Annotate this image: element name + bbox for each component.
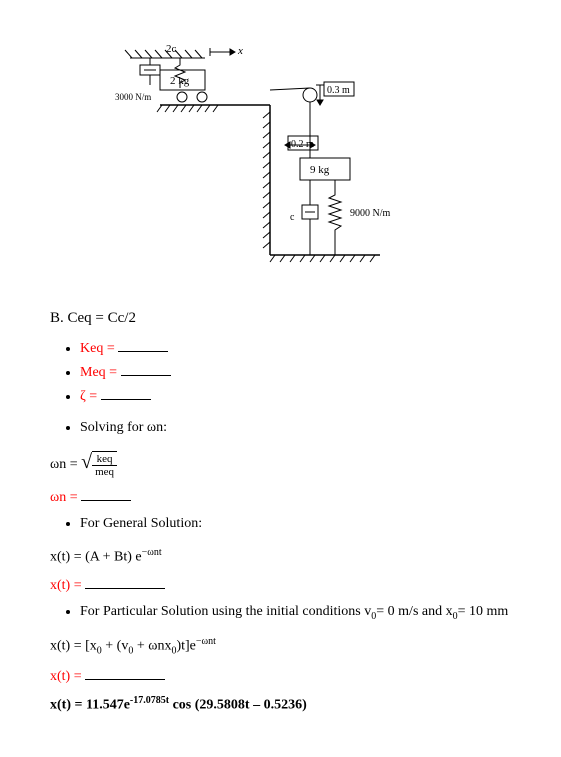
spring1-label: 3000 N/m: [115, 92, 151, 102]
xt-blank2: x(t) =: [50, 667, 511, 685]
particular-formula: x(t) = [x0 + (v0 + ωnx0)t]e−ωnt: [50, 636, 511, 656]
dim2-label: 0.2 m: [291, 139, 314, 150]
general-formula: x(t) = (A + Bt) e−ωnt: [50, 547, 511, 566]
wn-blank-line: ωn =: [50, 488, 511, 506]
dim1-label: 0.3 m: [327, 85, 350, 96]
damper-2c-label: 2c: [166, 43, 177, 55]
final-answer: x(t) = 11.547e-17.0785t cos (29.5808t – …: [50, 695, 511, 714]
particular-list: For Particular Solution using the initia…: [50, 604, 511, 622]
diagram-svg: 2c x 2 kg 3000 N/m: [110, 40, 430, 270]
zeta-blank: [101, 387, 151, 400]
x-label: x: [237, 45, 243, 57]
damper-c-label: c: [290, 212, 295, 223]
params-list: Keq = Meq = ζ =: [50, 339, 511, 405]
general-list: For General Solution:: [50, 516, 511, 532]
particular-sol-label: For Particular Solution using the initia…: [80, 604, 511, 622]
mass1-label: 2 kg: [170, 75, 190, 87]
sqrt-icon: keq meq: [81, 451, 117, 478]
xt-blank1: x(t) =: [50, 576, 511, 594]
wn-formula: ωn = keq meq: [50, 451, 511, 478]
solving-list: Solving for ωn:: [50, 420, 511, 436]
mechanical-diagram: 2c x 2 kg 3000 N/m: [50, 40, 511, 280]
solving-wn-label: Solving for ωn:: [80, 420, 511, 436]
zeta-item: ζ =: [80, 387, 511, 405]
meq-blank: [121, 363, 171, 376]
section-b-header: B. Ceq = Cc/2: [50, 310, 511, 327]
meq-item: Meq =: [80, 363, 511, 381]
mass2-label: 9 kg: [310, 164, 330, 176]
keq-item: Keq =: [80, 339, 511, 357]
spring2-label: 9000 N/m: [350, 208, 391, 219]
general-sol-label: For General Solution:: [80, 516, 511, 532]
keq-blank: [118, 339, 168, 352]
